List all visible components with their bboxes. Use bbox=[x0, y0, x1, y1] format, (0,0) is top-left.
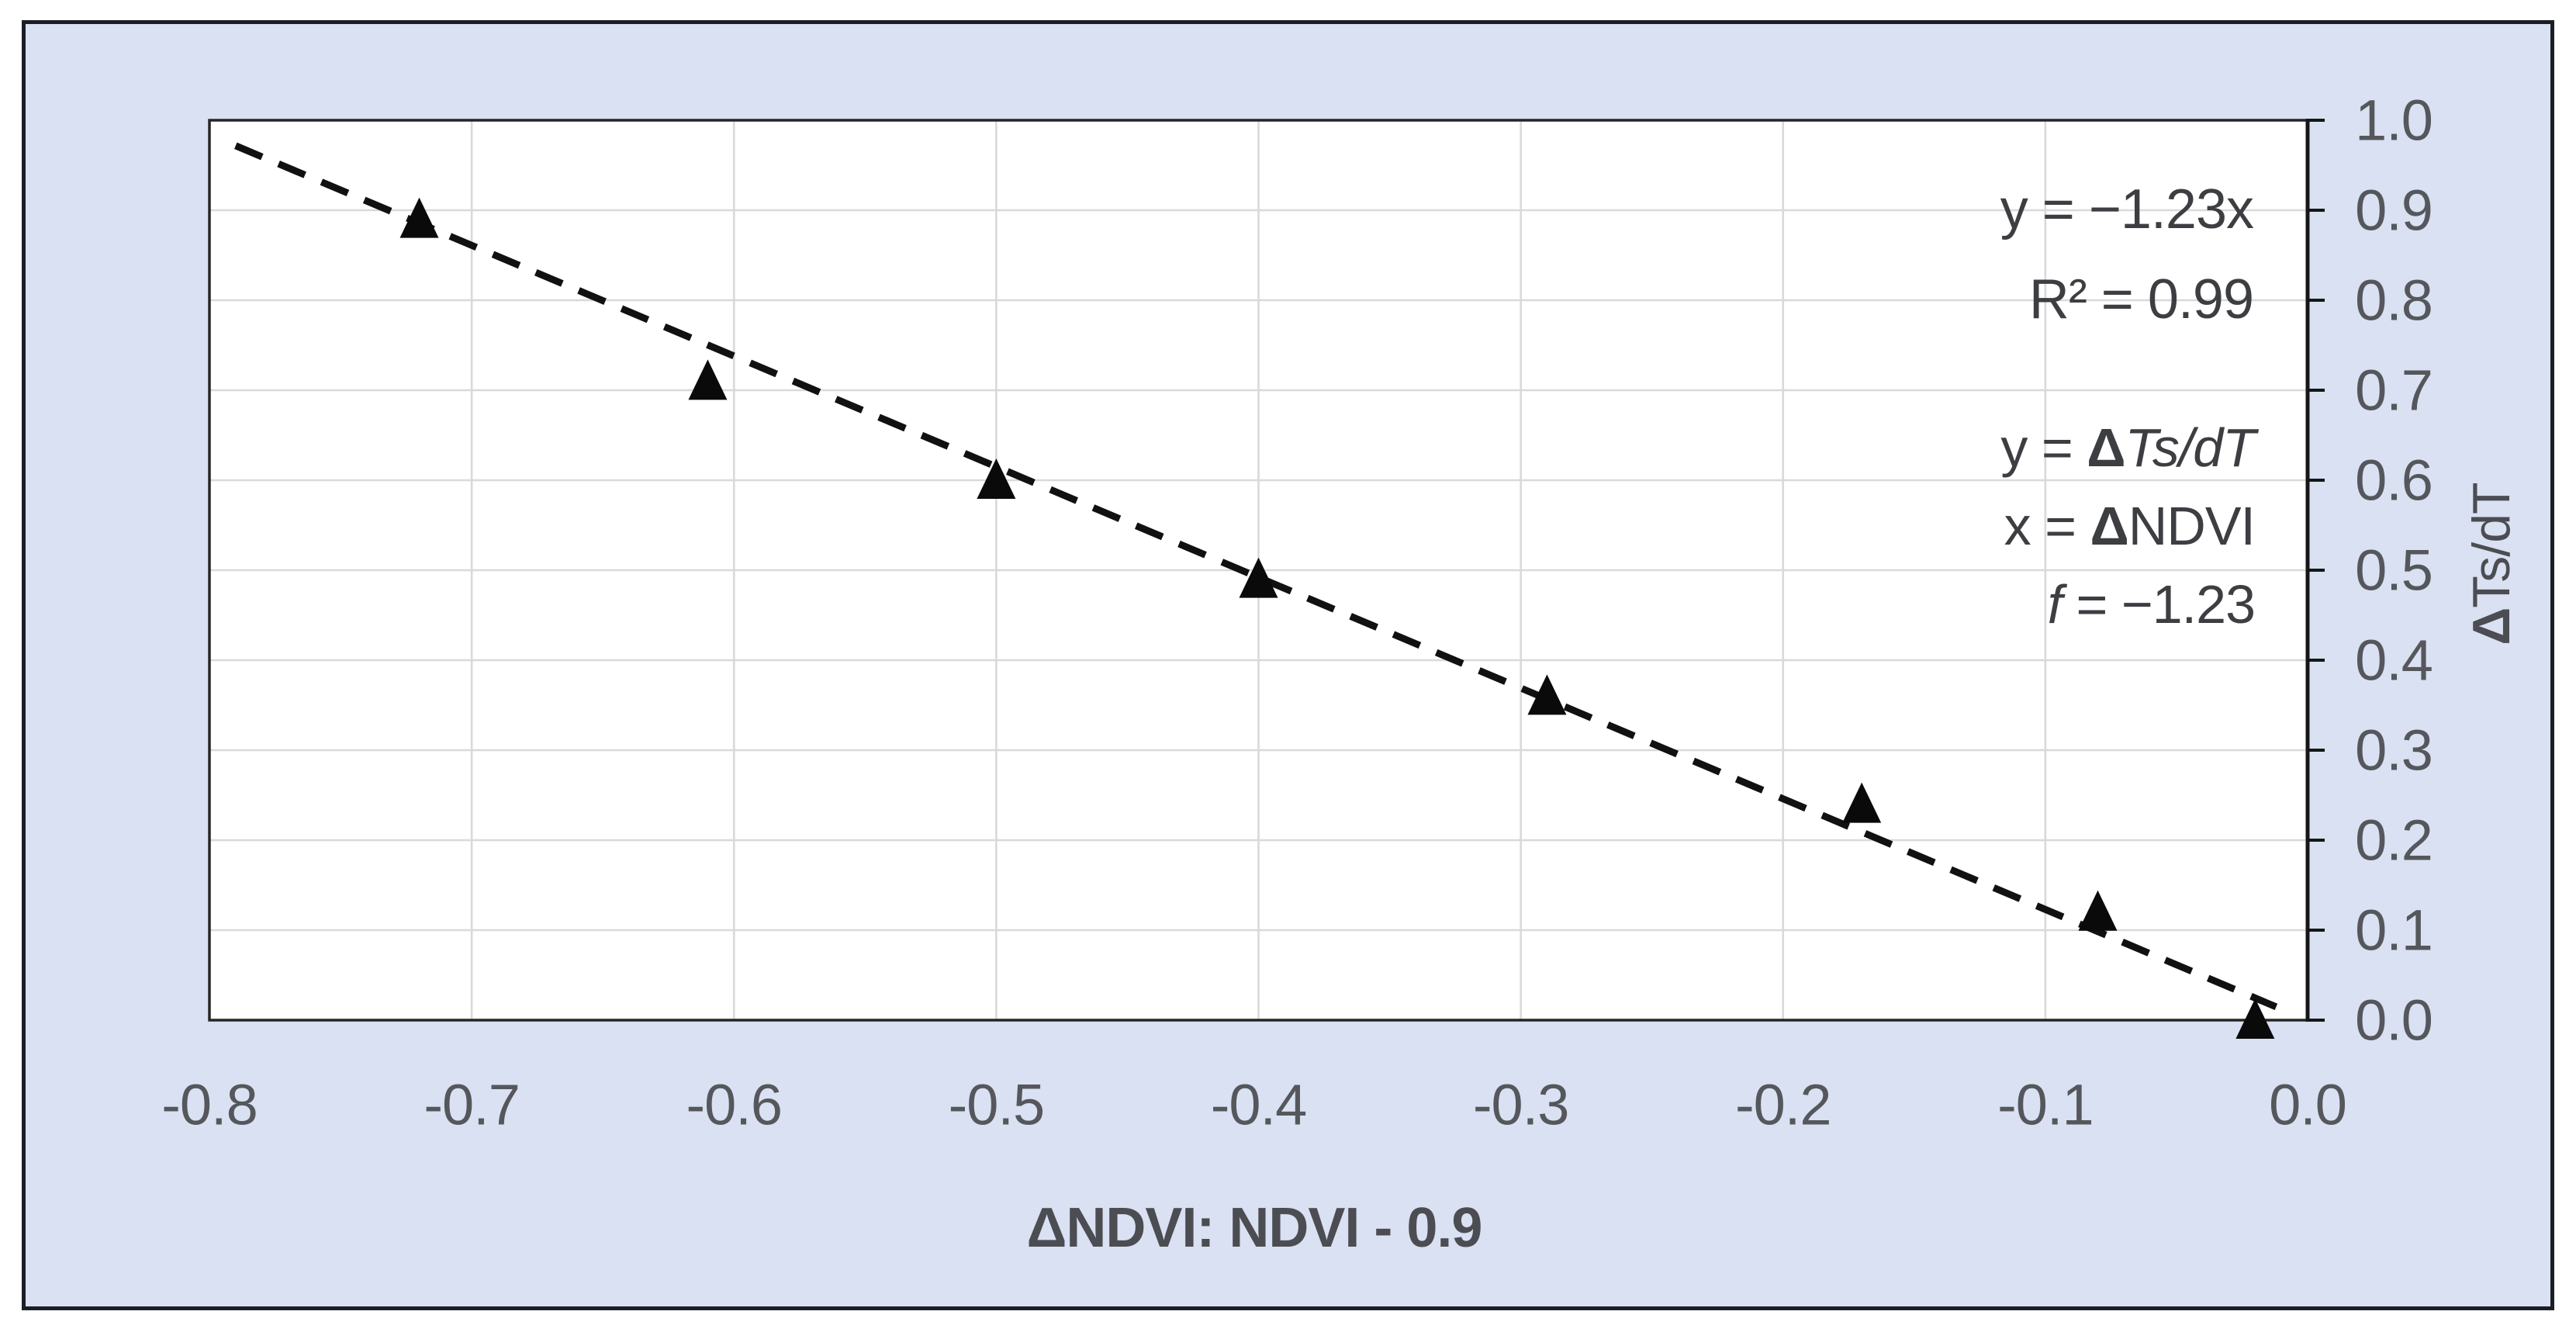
x-tick-label: -0.6 bbox=[686, 1072, 783, 1137]
y-tick-label: 0.2 bbox=[2355, 808, 2433, 873]
definition-line-f: f = −1.23 bbox=[1789, 566, 2256, 644]
y-axis-title: ΔTs/dT bbox=[2461, 483, 2522, 645]
y-tick-label: 0.3 bbox=[2355, 718, 2433, 783]
def-x-lhs: x = bbox=[2004, 496, 2090, 556]
def-f-var: f bbox=[2047, 574, 2063, 635]
y-tick-label: 1.0 bbox=[2355, 88, 2433, 153]
def-f-val: −1.23 bbox=[2121, 574, 2256, 635]
def-y-term: Ts/dT bbox=[2125, 417, 2256, 478]
x-tick-label: -0.7 bbox=[424, 1072, 520, 1137]
def-y-lhs: y = bbox=[2000, 417, 2087, 478]
definition-line-x: x = ΔNDVI bbox=[1789, 487, 2256, 566]
figure-panel: -0.8 -0.7 -0.6 -0.5 -0.4 -0.3 -0.2 -0.1 0.0 0.0 0.… bbox=[22, 20, 2554, 1310]
def-y-delta: Δ bbox=[2087, 417, 2125, 478]
definition-line-y: y = ΔTs/dT bbox=[1789, 409, 2256, 487]
y-axis-title-delta: Δ bbox=[2462, 607, 2521, 645]
x-tick-label: -0.5 bbox=[948, 1072, 1046, 1137]
y-tick-label: 0.4 bbox=[2355, 628, 2433, 693]
x-tick-label: -0.8 bbox=[161, 1072, 258, 1137]
x-tick-label: -0.3 bbox=[1472, 1072, 1570, 1137]
def-x-delta: Δ bbox=[2090, 496, 2128, 556]
y-axis-title-text: Ts/dT bbox=[2462, 483, 2521, 608]
data-point-triangle bbox=[2235, 998, 2275, 1039]
equation-line: y = −1.23x bbox=[2000, 178, 2254, 240]
data-point-triangle bbox=[2078, 890, 2118, 931]
trendline-equation: y = −1.23x R² = 0.99 bbox=[1788, 164, 2254, 344]
y-tick-label: 0.8 bbox=[2355, 268, 2433, 333]
def-x-term: NDVI bbox=[2128, 496, 2256, 556]
y-tick-label: 0.0 bbox=[2355, 988, 2433, 1053]
data-point-triangle bbox=[1527, 674, 1567, 715]
def-f-eq: = bbox=[2062, 574, 2121, 635]
x-axis-title: ΔNDVI: NDVI - 0.9 bbox=[1026, 1197, 1483, 1259]
x-tick-label: -0.1 bbox=[1997, 1072, 2094, 1137]
y-tick-label: 0.9 bbox=[2355, 178, 2433, 243]
data-point-triangle bbox=[1239, 557, 1278, 598]
data-point-triangle bbox=[688, 359, 728, 400]
x-tick-label: -0.2 bbox=[1734, 1072, 1832, 1137]
y-tick-label: 0.5 bbox=[2355, 538, 2433, 603]
y-tick-label: 0.1 bbox=[2355, 898, 2433, 963]
x-tick-label: 0.0 bbox=[2269, 1072, 2347, 1137]
variable-definitions: y = ΔTs/dT x = ΔNDVI f = −1.23 bbox=[1789, 409, 2256, 644]
data-point-triangle bbox=[977, 458, 1016, 499]
data-point-triangle bbox=[1842, 782, 1882, 823]
data-point-triangle bbox=[399, 197, 439, 238]
y-tick-label: 0.6 bbox=[2355, 448, 2433, 513]
r-squared-line: R² = 0.99 bbox=[2028, 268, 2254, 330]
y-tick-label: 0.7 bbox=[2355, 358, 2433, 423]
x-tick-label: -0.4 bbox=[1210, 1072, 1308, 1137]
